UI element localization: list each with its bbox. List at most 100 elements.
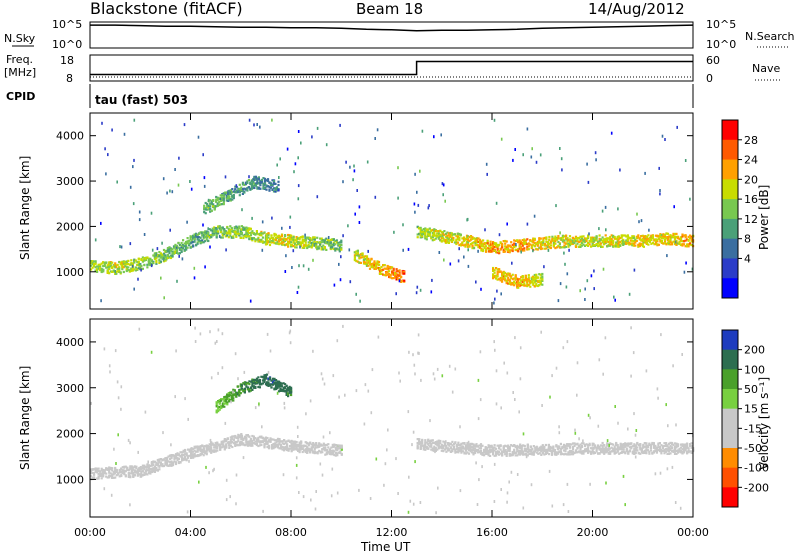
- heatmap-cell: [173, 458, 176, 461]
- heatmap-cell: [600, 242, 603, 245]
- heatmap-cell: [543, 236, 546, 240]
- heatmap-cell: [256, 186, 259, 189]
- heatmap-cell: [243, 191, 246, 194]
- heatmap-cell: [338, 246, 341, 249]
- heatmap-cell: [334, 240, 337, 243]
- heatmap-cell: [277, 383, 281, 386]
- heatmap-cell: [337, 244, 340, 247]
- heatmap-cell: [619, 241, 622, 244]
- heatmap-cell: [161, 241, 163, 245]
- heatmap-cell: [243, 387, 246, 391]
- heatmap-cell: [210, 235, 213, 238]
- heatmap-cell: [164, 462, 167, 465]
- heatmap-cell: [261, 248, 264, 252]
- heatmap-cell: [114, 472, 117, 475]
- heatmap-cell: [221, 199, 224, 202]
- heatmap-cell: [243, 233, 246, 236]
- heatmap-cell: [662, 237, 665, 240]
- heatmap-cell: [536, 243, 539, 246]
- heatmap-cell: [228, 192, 231, 195]
- heatmap-cell: [612, 241, 615, 245]
- heatmap-cell: [170, 464, 173, 467]
- heatmap-cell: [457, 259, 460, 263]
- heatmap-cell: [298, 241, 301, 244]
- heatmap-cell: [170, 460, 173, 463]
- heatmap-cell: [505, 454, 508, 457]
- heatmap-cell: [174, 168, 176, 171]
- heatmap-cell: [146, 466, 149, 469]
- heatmap-cell: [518, 278, 521, 281]
- heatmap-cell: [263, 446, 266, 449]
- heatmap-cell: [546, 450, 549, 453]
- heatmap-cell: [534, 446, 537, 449]
- heatmap-cell: [496, 275, 499, 278]
- heatmap-cell: [209, 203, 212, 206]
- heatmap-cell: [523, 278, 526, 282]
- heatmap-cell: [304, 244, 307, 247]
- heatmap-cell: [226, 395, 229, 398]
- heatmap-cell: [130, 259, 133, 262]
- heatmap-cell: [480, 247, 483, 250]
- heatmap-cell: [501, 454, 504, 457]
- heatmap-cell: [501, 280, 504, 283]
- heatmap-cell: [231, 436, 234, 439]
- heatmap-cell: [174, 251, 177, 254]
- heatmap-cell: [215, 198, 218, 201]
- heatmap-cell: [577, 240, 581, 243]
- heatmap-cell: [140, 264, 143, 268]
- heatmap-cell: [475, 241, 479, 244]
- heatmap-cell: [632, 239, 635, 243]
- heatmap-cell: [508, 278, 511, 281]
- heatmap-cell: [521, 248, 524, 251]
- nsky-panel-frame: [89, 21, 694, 49]
- heatmap-cell: [278, 443, 281, 446]
- heatmap-cell: [133, 471, 136, 474]
- heatmap-cell: [245, 441, 248, 444]
- heatmap-cell: [172, 246, 176, 249]
- heatmap-cell: [498, 453, 501, 456]
- heatmap-cell: [221, 234, 224, 237]
- heatmap-cell: [249, 187, 252, 190]
- heatmap-cell: [133, 158, 135, 162]
- heatmap-cell: [297, 449, 300, 452]
- heatmap-cell: [254, 442, 257, 445]
- heatmap-cell: [155, 253, 158, 257]
- heatmap-cell: [593, 269, 595, 273]
- heatmap-cell: [298, 451, 301, 454]
- heatmap-cell: [458, 236, 461, 239]
- heatmap-cell: [91, 468, 94, 471]
- heatmap-cell: [564, 234, 568, 237]
- heatmap-cell: [532, 275, 535, 278]
- heatmap-cell: [610, 237, 613, 241]
- heatmap-cell: [270, 444, 274, 447]
- heatmap-cell: [189, 237, 192, 240]
- heatmap-cell: [419, 169, 421, 173]
- heatmap-cell: [279, 235, 282, 238]
- heatmap-cell: [105, 266, 108, 269]
- heatmap-cell: [245, 228, 248, 231]
- heatmap-cell: [464, 448, 468, 452]
- heatmap-cell: [554, 238, 557, 242]
- heatmap-cell: [289, 447, 292, 450]
- nsky-tick-top-right: 10^5: [706, 18, 736, 31]
- heatmap-cell: [322, 240, 325, 243]
- heatmap-cell: [480, 245, 483, 248]
- heatmap-cell: [251, 444, 254, 447]
- heatmap-cell: [133, 118, 136, 122]
- heatmap-cell: [183, 245, 186, 248]
- heatmap-cell: [471, 241, 474, 244]
- heatmap-cell: [517, 241, 520, 244]
- heatmap-cell: [284, 270, 287, 273]
- heatmap-cell: [689, 237, 692, 240]
- heatmap-cell: [493, 454, 496, 457]
- heatmap-cell: [459, 233, 462, 236]
- heatmap-cell: [263, 180, 267, 183]
- heatmap-cell: [422, 233, 425, 236]
- heatmap-cell: [460, 451, 463, 454]
- heatmap-cell: [137, 260, 140, 263]
- heatmap-cell: [177, 183, 180, 187]
- heatmap-cell: [304, 448, 307, 451]
- heatmap-cell: [669, 238, 672, 241]
- heatmap-cell: [275, 443, 278, 446]
- heatmap-cell: [125, 269, 128, 273]
